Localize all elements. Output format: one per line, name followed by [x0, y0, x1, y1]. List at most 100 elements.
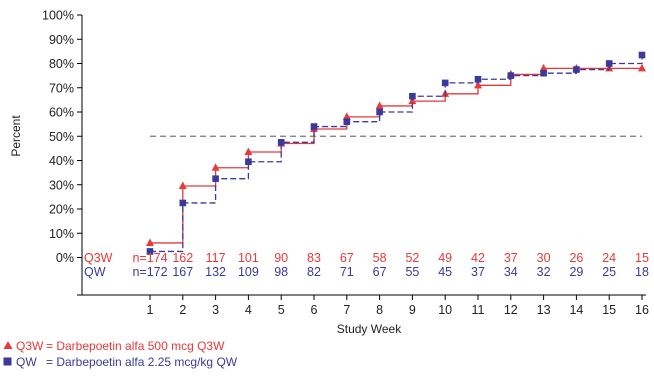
- at-risk-value: 37: [471, 265, 485, 279]
- legend-key-q3w: Q3W: [16, 339, 44, 353]
- at-risk-value: 132: [205, 265, 226, 279]
- x-tick-label: 5: [278, 303, 285, 317]
- at-risk-value: 29: [569, 265, 583, 279]
- y-tick-label: 40%: [49, 154, 74, 168]
- x-axis: 1 2 3 4 5 6 7 8 9 10 11 12 13 14 15 16: [82, 294, 649, 317]
- y-tick-label: 70%: [49, 81, 74, 95]
- data-point-qw: [343, 118, 351, 125]
- at-risk-value: 25: [602, 265, 616, 279]
- legend-marker-q3w: [3, 341, 13, 349]
- at-risk-value: 117: [206, 251, 226, 265]
- x-axis-label: Study Week: [337, 322, 402, 336]
- data-point-q3w: [211, 163, 220, 171]
- y-tick-label: 20%: [49, 203, 74, 217]
- at-risk-value: 30: [537, 251, 551, 265]
- x-tick-label: 15: [602, 303, 616, 317]
- at-risk-value: 109: [238, 265, 259, 279]
- at-risk-value: 101: [238, 251, 259, 265]
- at-risk-value: 67: [340, 251, 354, 265]
- y-tick-label: 10%: [49, 227, 74, 241]
- data-point-qw: [409, 92, 416, 100]
- at-risk-value: 167: [172, 265, 193, 279]
- at-risk-value: 52: [405, 251, 419, 265]
- y-tick-label: 50%: [49, 130, 74, 144]
- data-point-qw: [310, 123, 318, 130]
- series-line-qw: [150, 55, 643, 253]
- data-point-qw: [245, 158, 252, 166]
- at-risk-label-qw: QW: [84, 265, 106, 279]
- at-risk-value: 34: [504, 265, 518, 279]
- data-point-q3w: [342, 112, 351, 120]
- at-risk-label-q3w: Q3W: [84, 251, 113, 265]
- y-axis-label: Percent: [9, 115, 23, 157]
- at-risk-value: 98: [274, 265, 288, 279]
- data-point-q3w: [178, 181, 187, 189]
- y-axis: 0% 10% 20% 30% 40% 50% 60% 70% 80% 90% 100%: [42, 9, 83, 296]
- at-risk-value: 82: [307, 265, 321, 279]
- legend-key-qw: QW: [16, 355, 37, 369]
- y-tick-label: 90%: [49, 33, 74, 47]
- y-tick-label: 60%: [49, 106, 74, 120]
- data-point-q3w: [638, 63, 646, 72]
- at-risk-value: 26: [569, 251, 583, 265]
- legend-marker-qw: [3, 357, 12, 366]
- data-point-qw: [277, 139, 285, 146]
- at-risk-value: 71: [340, 265, 354, 279]
- at-risk-value: 45: [438, 265, 452, 279]
- data-point-q3w: [146, 238, 154, 246]
- at-risk-value: 32: [537, 265, 551, 279]
- at-risk-value: 15: [635, 251, 649, 265]
- x-tick-label: 16: [635, 303, 649, 317]
- at-risk-value: 24: [602, 251, 616, 265]
- at-risk-value: 55: [405, 265, 419, 279]
- legend: Q3W = Darbepoetin alfa 500 mcg Q3W QW = Dar…: [3, 339, 238, 369]
- data-point-qw: [573, 66, 580, 73]
- at-risk-value: 37: [504, 251, 518, 265]
- data-point-q3w: [244, 147, 253, 156]
- at-risk-value: 18: [635, 265, 649, 279]
- data-point-qw: [605, 60, 613, 67]
- y-tick-label: 100%: [42, 9, 74, 23]
- data-point-qw: [179, 199, 187, 207]
- x-tick-label: 3: [212, 303, 219, 317]
- at-risk-table: Q3W n=174 162 117 101 90 83 67 58 52 49 42 37 30 26 24 1…: [84, 251, 649, 279]
- at-risk-value: 42: [471, 251, 485, 265]
- x-tick-label: 7: [343, 303, 350, 317]
- y-tick-label: 0%: [56, 251, 74, 265]
- data-point-qw: [146, 248, 154, 255]
- at-risk-value: 49: [438, 251, 452, 265]
- data-point-qw: [441, 79, 449, 87]
- series-line-q3w: [150, 67, 642, 244]
- data-point-q3w: [408, 96, 417, 105]
- data-point-q3w: [474, 80, 482, 89]
- x-tick-label: 9: [409, 303, 416, 317]
- x-tick-label: 13: [537, 303, 551, 317]
- x-tick-label: 8: [376, 303, 383, 317]
- data-point-qw: [507, 72, 515, 79]
- at-risk-value: 67: [373, 265, 387, 279]
- x-tick-label: 4: [245, 303, 252, 317]
- at-risk-value: n=174: [132, 251, 167, 265]
- legend-text-q3w: = Darbepoetin alfa 500 mcg Q3W: [46, 339, 225, 353]
- data-point-qw: [540, 69, 547, 77]
- at-risk-value: n=172: [132, 265, 167, 279]
- at-risk-value: 162: [172, 251, 193, 265]
- data-point-qw: [474, 75, 482, 83]
- legend-text-qw: = Darbepoetin alfa 2.25 mcg/kg QW: [46, 355, 238, 369]
- x-tick-label: 1: [147, 303, 154, 317]
- x-tick-label: 12: [504, 303, 518, 317]
- x-tick-label: 6: [311, 303, 318, 317]
- x-tick-label: 10: [438, 303, 452, 317]
- data-point-q3w: [539, 63, 548, 72]
- data-point-qw: [376, 108, 383, 116]
- y-tick-label: 80%: [49, 57, 74, 71]
- at-risk-value: 90: [274, 251, 288, 265]
- data-point-q3w: [375, 101, 384, 109]
- x-tick-label: 11: [472, 303, 485, 317]
- data-point-qw: [212, 175, 219, 182]
- x-tick-label: 2: [179, 303, 186, 317]
- at-risk-value: 58: [373, 251, 387, 265]
- series-layer: [146, 51, 646, 255]
- data-point-qw: [638, 51, 646, 59]
